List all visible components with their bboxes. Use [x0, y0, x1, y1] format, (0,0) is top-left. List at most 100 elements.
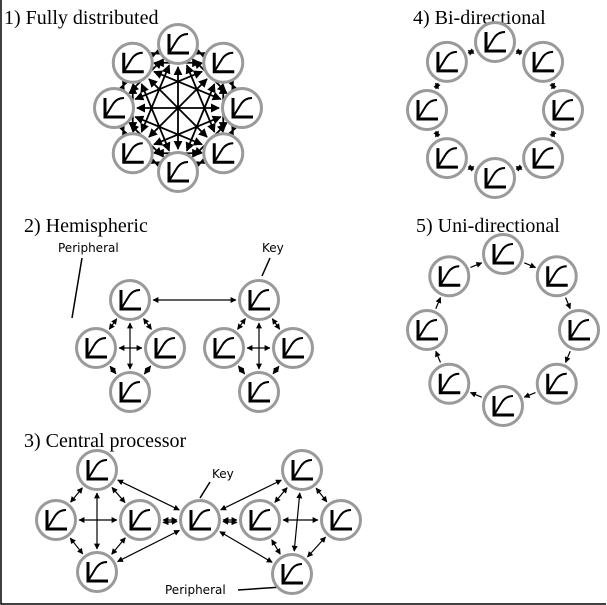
node — [542, 89, 584, 131]
arrow — [228, 125, 237, 136]
node — [271, 553, 313, 595]
arrow — [116, 529, 181, 563]
node-circle — [535, 255, 578, 298]
node-curve — [232, 97, 253, 118]
node — [320, 499, 362, 541]
node — [535, 362, 578, 405]
arrow — [469, 391, 482, 398]
node-curve — [104, 97, 125, 118]
node-curve — [437, 147, 457, 168]
node-curve — [46, 509, 67, 530]
node-circle — [522, 137, 565, 180]
arrow — [150, 49, 161, 58]
node-circle — [202, 41, 245, 84]
node-curve — [331, 509, 352, 530]
node-curve — [533, 50, 554, 72]
node-curve — [86, 337, 107, 358]
node — [281, 449, 323, 491]
panel-title: 4) Bi-directional — [413, 7, 546, 29]
node — [474, 157, 516, 199]
node — [93, 87, 135, 129]
node-curve — [439, 372, 460, 394]
node — [202, 41, 245, 84]
arrow — [119, 125, 128, 136]
arrow — [111, 486, 126, 504]
arrow — [271, 318, 281, 330]
node-curve — [437, 50, 457, 72]
node-curve — [546, 265, 567, 286]
node-curve — [493, 395, 514, 416]
node — [109, 371, 151, 413]
node — [111, 41, 154, 84]
arrow — [315, 487, 328, 503]
node — [535, 255, 578, 298]
node-curve — [168, 161, 189, 182]
node-curve — [122, 51, 143, 73]
arrow — [523, 391, 536, 398]
arrow — [272, 365, 280, 375]
node — [221, 87, 263, 129]
node — [474, 21, 516, 63]
node — [157, 23, 199, 65]
arrow — [69, 537, 84, 555]
arrow — [143, 365, 152, 375]
node-circle — [239, 499, 281, 541]
node-circle — [406, 89, 448, 131]
node — [428, 255, 471, 298]
arrow — [435, 296, 442, 309]
node-circle — [425, 137, 468, 180]
node-curve — [249, 381, 270, 402]
node — [76, 449, 118, 491]
node-circle — [238, 371, 280, 413]
arrow — [515, 48, 523, 56]
node — [75, 327, 117, 369]
arrow — [150, 158, 161, 167]
label: Key — [262, 241, 284, 255]
node-curve — [282, 563, 303, 584]
node-curve — [292, 459, 313, 480]
arrow — [564, 351, 571, 364]
node-curve — [493, 243, 514, 264]
node — [425, 40, 468, 83]
arrow — [291, 492, 303, 552]
node — [239, 499, 281, 541]
node — [238, 371, 280, 413]
arrow — [433, 82, 441, 90]
arrow — [237, 365, 246, 375]
arrow — [515, 164, 523, 172]
node — [111, 132, 154, 175]
arrow — [219, 531, 273, 563]
node — [406, 89, 448, 131]
node-curve — [283, 337, 304, 358]
node-circle — [428, 255, 471, 298]
panel-title: 1) Fully distributed — [4, 7, 158, 29]
arrow — [140, 83, 171, 152]
node-curve — [120, 289, 141, 310]
arrow — [111, 537, 126, 555]
node-circle — [271, 553, 313, 595]
node-circle — [542, 89, 584, 131]
nodes — [35, 21, 600, 595]
panel-title: 5) Uni-directional — [416, 215, 560, 237]
node-circle — [111, 132, 154, 175]
node — [109, 279, 151, 321]
arrow — [109, 365, 117, 375]
arrow — [108, 318, 118, 330]
arrow — [195, 49, 206, 58]
node — [428, 362, 471, 405]
arrow — [564, 297, 571, 310]
node-curve — [87, 459, 108, 480]
node — [522, 40, 565, 83]
node-circle — [109, 371, 151, 413]
node — [238, 279, 280, 321]
node-circle — [474, 21, 516, 63]
label-line — [261, 257, 271, 277]
node-curve — [250, 509, 271, 530]
node-curve — [485, 31, 506, 52]
node — [76, 551, 118, 593]
arrow — [549, 130, 557, 138]
node — [482, 233, 524, 275]
node-circle — [482, 233, 524, 275]
label: Peripheral — [58, 241, 119, 255]
